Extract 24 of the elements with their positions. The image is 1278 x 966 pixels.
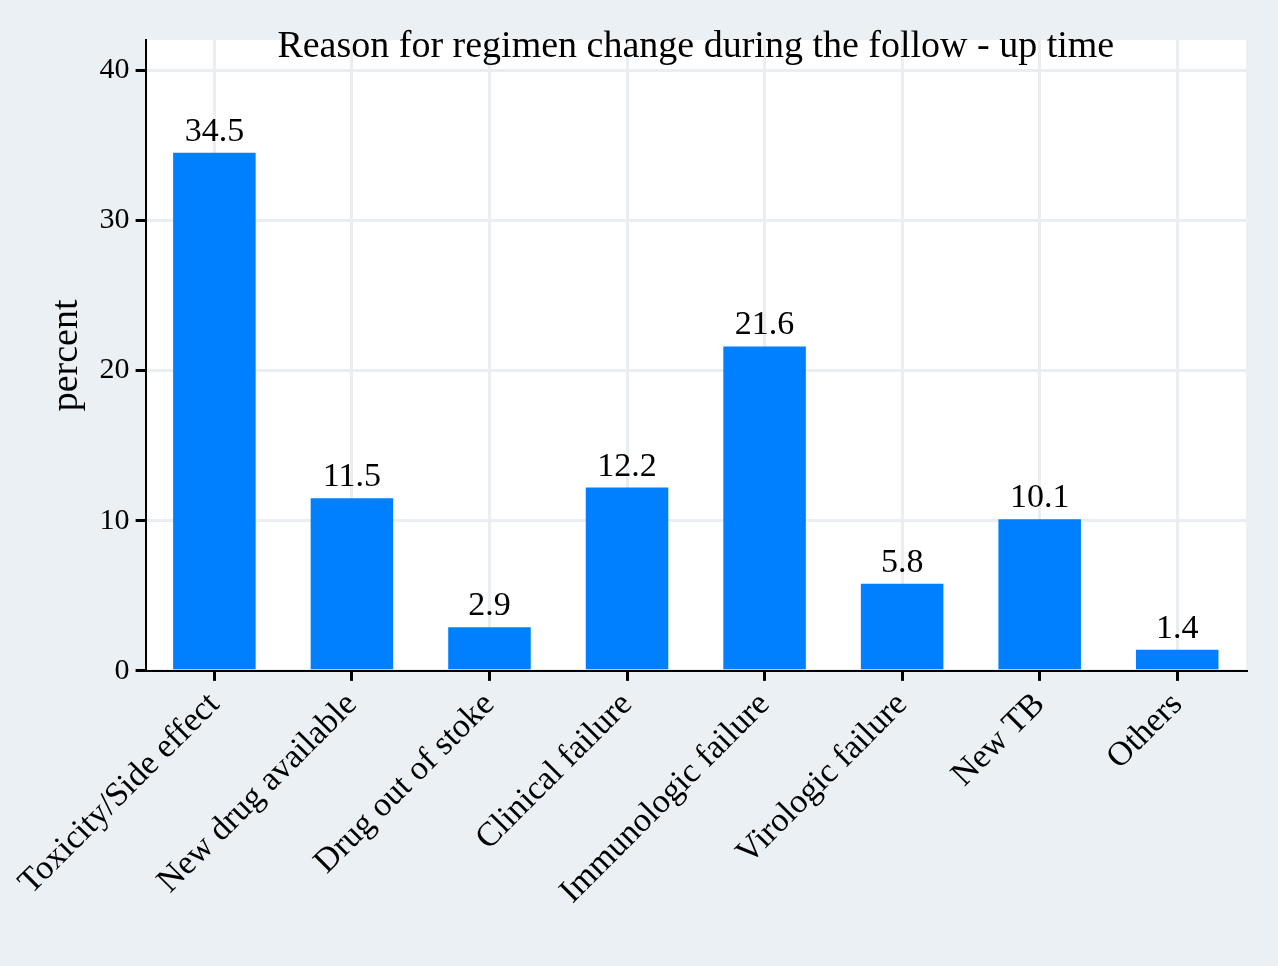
data-label: 5.8	[880, 541, 924, 579]
y-tick-label: 20	[99, 351, 130, 385]
bar	[723, 346, 806, 670]
data-label: 21.6	[734, 304, 795, 342]
chart-title: Reason for regimen change during the follow - up time	[277, 22, 1115, 65]
bar	[1135, 649, 1219, 670]
data-label: 1.4	[1155, 607, 1199, 645]
bar	[448, 627, 531, 670]
bar	[173, 152, 256, 670]
y-tick-label: 0	[114, 651, 130, 685]
y-axis-title: percent	[42, 299, 85, 412]
y-tick-label: 30	[99, 201, 130, 235]
bar	[860, 583, 944, 670]
y-tick-label: 40	[99, 50, 130, 84]
data-label: 11.5	[322, 456, 382, 494]
x-tick-label: New TB	[943, 684, 1051, 793]
bar	[310, 498, 394, 670]
bar	[585, 487, 669, 670]
y-tick-label: 10	[99, 501, 130, 535]
data-label: 10.1	[1009, 477, 1070, 515]
data-label: 2.9	[468, 585, 511, 623]
data-label: 34.5	[184, 110, 245, 148]
data-label: 12.2	[597, 445, 657, 483]
bar	[998, 519, 1081, 670]
